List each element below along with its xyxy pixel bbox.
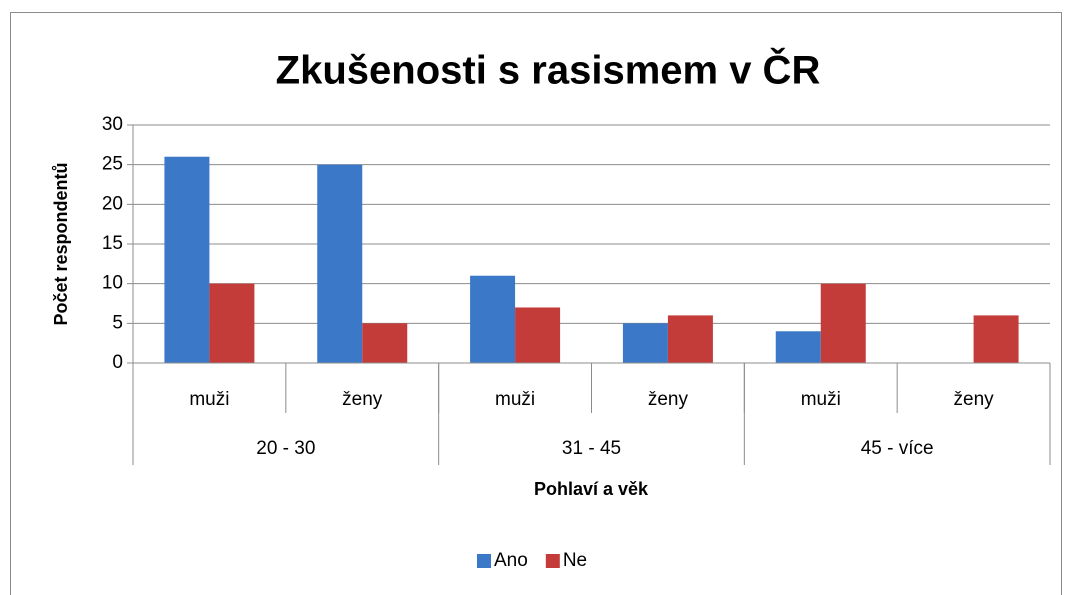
y-tick-label: 25	[102, 154, 123, 175]
bar	[820, 283, 866, 363]
legend-label: Ano	[494, 550, 528, 571]
y-tick-label: 15	[102, 233, 123, 254]
bar	[317, 164, 363, 363]
y-tick-label: 10	[102, 273, 123, 294]
chart-title: Zkušenosti s rasismem v ČR	[276, 47, 821, 93]
x-tick-label: ženy	[954, 389, 995, 410]
legend-swatch	[477, 554, 491, 568]
x-tick-label: ženy	[648, 389, 689, 410]
y-tick-label: 20	[102, 193, 123, 214]
bar	[973, 315, 1019, 363]
x-tick-label: muži	[801, 389, 841, 410]
x-tick-label: muži	[495, 389, 535, 410]
bar	[209, 283, 255, 363]
y-axis-title: Počet respondentů	[51, 162, 71, 325]
y-tick-label: 30	[102, 114, 123, 135]
bar	[515, 307, 561, 363]
legend-label: Ne	[563, 550, 587, 571]
bar	[164, 156, 210, 363]
bar	[775, 331, 821, 363]
group-label: 45 - více	[861, 438, 934, 459]
legend-swatch	[545, 554, 560, 568]
bar	[622, 323, 668, 363]
x-tick-label: muži	[189, 389, 229, 410]
x-axis-title: Pohlaví a věk	[534, 479, 649, 499]
y-tick-label: 5	[112, 312, 123, 333]
y-tick-label: 0	[112, 352, 123, 373]
bar	[470, 275, 516, 363]
bar	[667, 315, 713, 363]
group-label: 31 - 45	[562, 438, 621, 459]
bar	[362, 323, 408, 363]
group-label: 20 - 30	[256, 438, 315, 459]
x-tick-label: ženy	[342, 389, 383, 410]
